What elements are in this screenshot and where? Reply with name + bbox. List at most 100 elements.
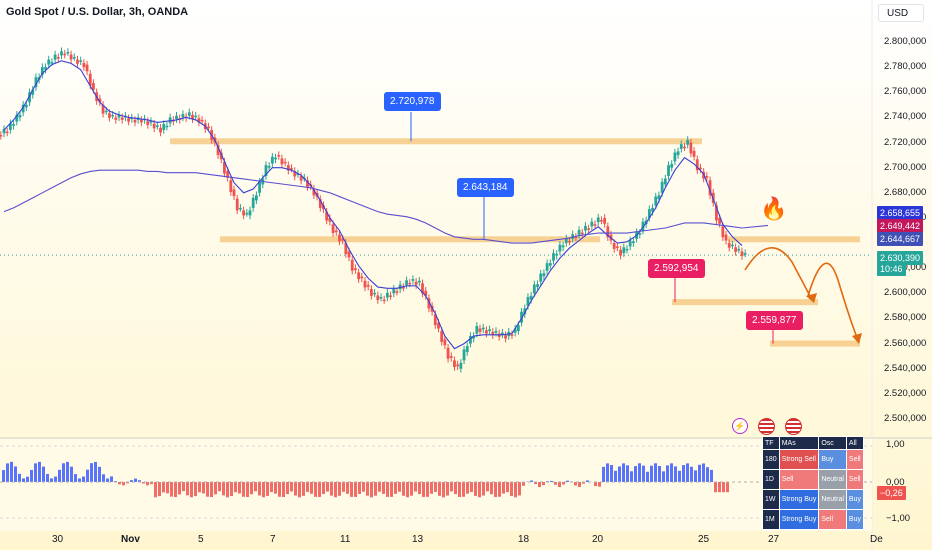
osc-bar [174,482,177,498]
osc-bar [226,482,229,498]
candle [114,117,118,120]
osc-bar [414,482,417,492]
osc-bar [622,463,625,482]
osc-bar [46,473,49,482]
support-zone [170,138,702,145]
candle [40,67,44,75]
osc-bar [610,465,613,482]
osc-bar [278,482,281,497]
osc-bar [442,482,445,498]
table-header: MAs [778,436,820,450]
table-cell: Strong Buy [778,489,820,510]
osc-bar [402,482,405,496]
candle [331,224,335,234]
candle [264,165,268,177]
osc-bar [666,465,669,482]
candle [398,284,402,290]
candle [88,73,92,86]
candle [721,226,725,238]
price-tick-label: 2.540,000 [884,362,927,374]
osc-bar [14,466,17,482]
osc-bar [490,482,493,495]
candle [443,339,447,346]
candle [494,331,498,333]
candle [101,104,105,114]
candle [312,188,316,196]
candle [44,67,47,70]
osc-bar [658,466,661,482]
candle [603,217,607,224]
ma-slow-extension [741,224,769,229]
table-cell: Strong Buy [778,509,820,530]
candle [117,114,121,118]
signal-table: TF MAs Osc All 180 Strong Sell Buy Sell … [762,436,864,530]
table-cell: Buy [845,489,864,510]
candle [516,325,520,332]
osc-bar [142,482,145,484]
flame-icon: 🔥 [760,196,788,221]
candle [561,245,565,248]
osc-bar [322,482,325,495]
candle [370,289,373,296]
osc-bar [530,480,533,482]
osc-bar [370,482,373,498]
candle [229,180,233,192]
osc-bar [318,482,321,497]
support-zone [672,299,818,306]
candle [731,244,734,247]
osc-bar [594,482,597,487]
osc-bar [234,482,237,493]
osc-bar [122,482,125,486]
us-flag-icon[interactable] [758,418,775,435]
candle [21,104,25,113]
date-tick-label: 27 [768,534,780,545]
candle [245,212,249,215]
candle [18,114,22,118]
osc-bar [358,482,361,494]
osc-bar [422,482,425,497]
osc-bar [162,482,165,493]
date-tick-label: 5 [198,534,204,545]
price-tick-label: 2.740,000 [884,111,927,123]
currency-button[interactable]: USD [878,4,924,22]
candle [437,322,440,329]
candle [548,263,552,266]
candle [459,362,463,369]
candle [628,240,632,247]
osc-bar [22,478,25,482]
osc-bar [434,482,437,492]
candle [491,331,495,336]
osc-bar [718,482,721,493]
candle [689,142,693,154]
candle [695,159,699,171]
candle [558,244,562,252]
osc-bar [586,480,589,482]
candle [2,129,6,134]
table-cell: 180 [762,449,780,470]
candle [175,115,178,120]
candle [187,112,191,116]
osc-bar [302,482,305,496]
us-flag-icon[interactable] [785,418,802,435]
candle [111,114,115,117]
lightning-icon[interactable]: ⚡ [732,418,748,434]
candle [472,336,476,339]
table-cell: 1W [762,489,780,510]
osc-bar [386,482,389,497]
candle [31,89,35,95]
candle [587,228,591,230]
price-tick-label: 2.780,000 [884,61,927,73]
osc-bar [158,482,161,497]
price-tick-label: 2.560,000 [884,337,927,349]
candle [734,247,738,252]
osc-bar [390,482,393,497]
table-cell: Sell [845,449,864,470]
osc-bar [698,464,701,482]
candle [133,119,137,123]
table-cell: Sell [845,469,864,490]
candle [417,280,421,283]
date-tick-label: 20 [592,534,604,545]
candle [72,57,76,59]
candle [715,205,718,221]
